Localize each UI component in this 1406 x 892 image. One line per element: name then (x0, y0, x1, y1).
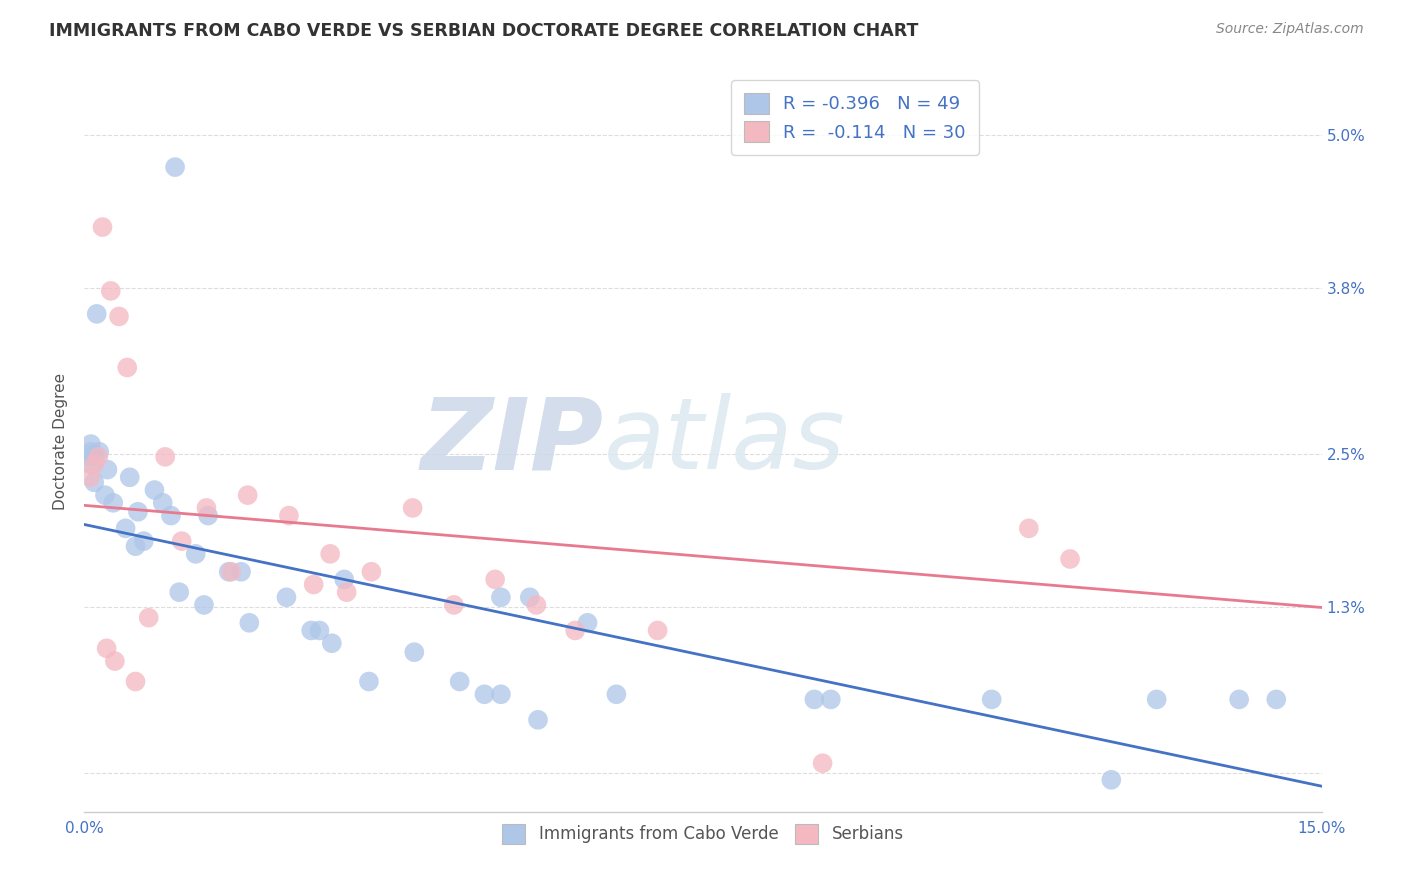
Point (229, 565, 252, 579)
Point (357, 674, 380, 689)
Point (167, 585, 190, 599)
Point (401, 500, 423, 515)
Point (1146, 692, 1168, 706)
Point (87, 450, 110, 464)
Point (647, 624, 669, 638)
Point (79, 470, 101, 484)
Point (83, 458, 105, 472)
Point (104, 654, 127, 668)
Point (404, 645, 426, 659)
Point (319, 547, 342, 561)
Point (443, 598, 465, 612)
Point (333, 573, 356, 587)
Point (80, 450, 103, 464)
Text: ZIP: ZIP (420, 393, 605, 490)
Point (96, 462, 118, 476)
Point (277, 508, 299, 523)
Point (519, 591, 541, 605)
Point (308, 624, 330, 638)
Point (219, 565, 242, 579)
Point (564, 624, 586, 638)
Point (152, 496, 174, 510)
Point (83, 475, 105, 490)
Point (1265, 692, 1288, 706)
Point (360, 565, 382, 579)
Point (489, 591, 512, 605)
Point (449, 674, 471, 689)
Point (302, 577, 325, 591)
Point (980, 692, 1002, 706)
Point (143, 483, 166, 497)
Point (1018, 521, 1040, 535)
Point (605, 687, 627, 701)
Point (489, 687, 512, 701)
Point (527, 713, 550, 727)
Point (114, 521, 136, 535)
Point (89, 444, 111, 458)
Point (218, 565, 240, 579)
Point (127, 505, 149, 519)
Point (118, 470, 141, 484)
Point (299, 624, 322, 638)
Point (80, 444, 103, 458)
Point (153, 450, 176, 464)
Point (811, 756, 834, 771)
Point (94, 488, 117, 502)
Point (132, 534, 155, 549)
Point (1099, 772, 1122, 787)
Point (484, 573, 506, 587)
Point (524, 598, 547, 612)
Point (124, 539, 146, 553)
Point (80, 458, 103, 472)
Point (276, 591, 298, 605)
Point (83, 447, 105, 461)
Point (1227, 692, 1250, 706)
Point (91, 220, 114, 235)
Point (184, 547, 207, 561)
Point (803, 692, 825, 706)
Point (193, 598, 215, 612)
Point (336, 585, 359, 599)
Point (96, 641, 118, 656)
Point (236, 488, 259, 502)
Point (117, 360, 139, 375)
Text: Source: ZipAtlas.com: Source: ZipAtlas.com (1216, 22, 1364, 37)
Point (820, 692, 842, 706)
Point (165, 160, 187, 174)
Text: atlas: atlas (605, 393, 845, 490)
Point (160, 508, 183, 523)
Point (86, 307, 108, 321)
Point (80, 437, 103, 451)
Point (108, 310, 131, 324)
Point (138, 610, 160, 624)
Point (576, 615, 599, 630)
Y-axis label: Doctorate Degree: Doctorate Degree (53, 373, 69, 510)
Text: IMMIGRANTS FROM CABO VERDE VS SERBIAN DOCTORATE DEGREE CORRELATION CHART: IMMIGRANTS FROM CABO VERDE VS SERBIAN DO… (49, 22, 918, 40)
Point (195, 500, 218, 515)
Point (124, 674, 146, 689)
Point (103, 496, 125, 510)
Point (197, 508, 219, 523)
Point (170, 534, 193, 549)
Point (1059, 552, 1081, 566)
Point (474, 687, 496, 701)
Point (238, 615, 260, 630)
Point (321, 636, 343, 650)
Legend: Immigrants from Cabo Verde, Serbians: Immigrants from Cabo Verde, Serbians (491, 813, 915, 855)
Point (100, 284, 122, 298)
